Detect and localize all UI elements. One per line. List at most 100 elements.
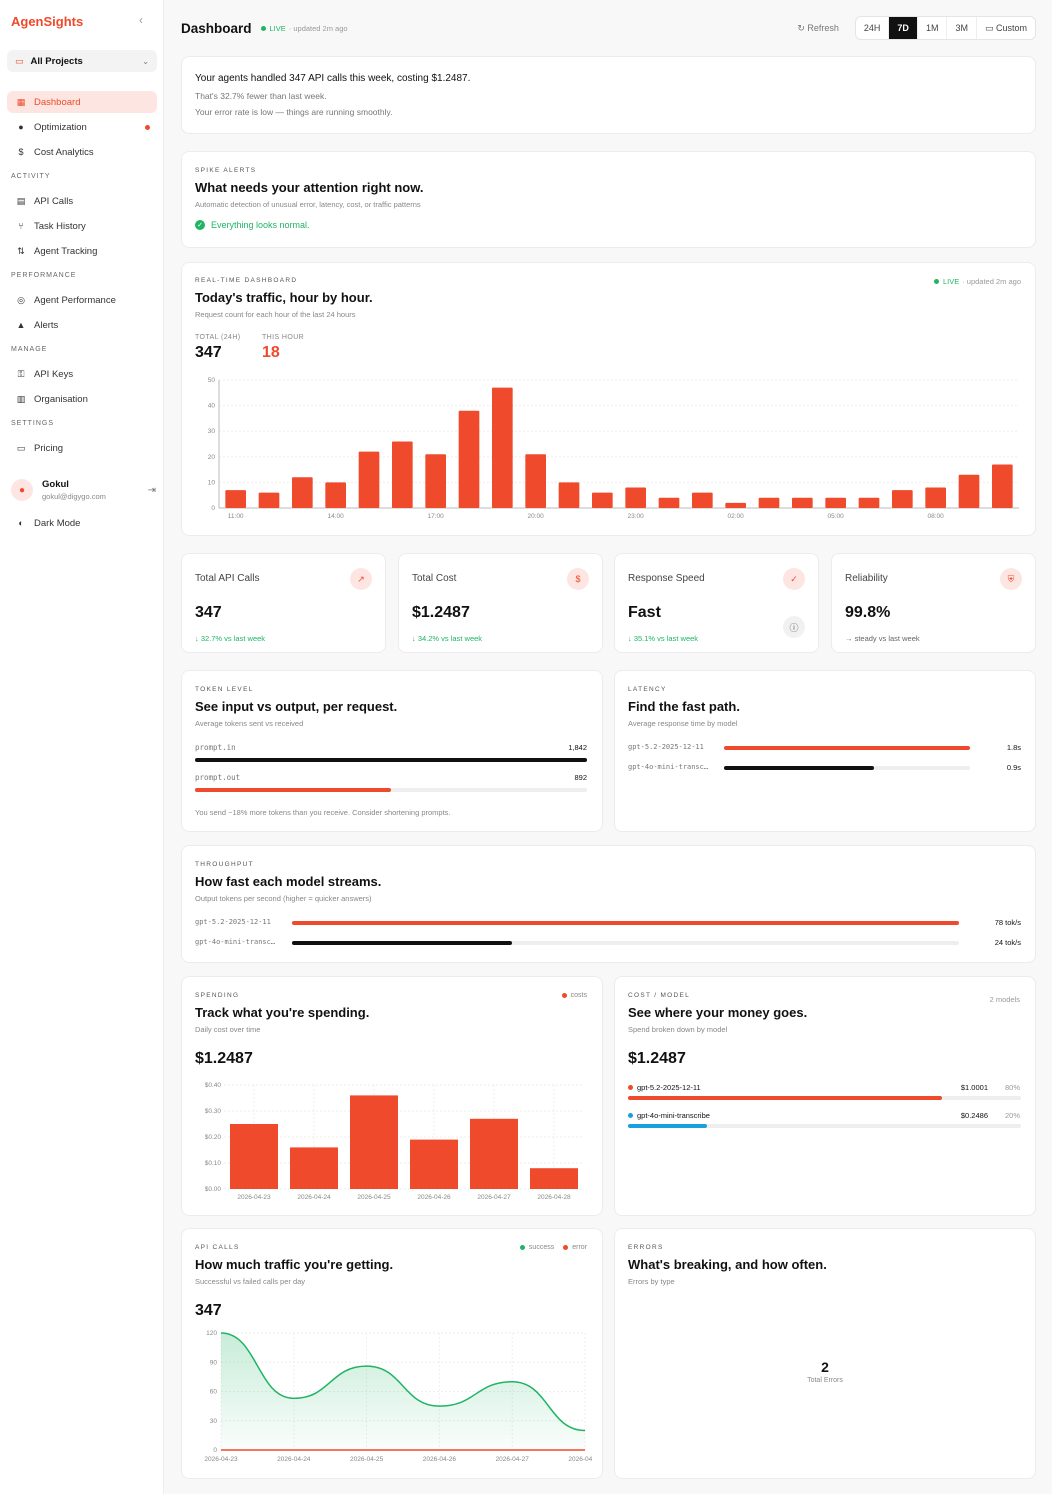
kpi-delta: ↓ 34.2% vs last week	[412, 634, 483, 643]
hour-value: 18	[262, 344, 280, 361]
y-tick-label: $0.10	[205, 1160, 222, 1167]
y-tick-label: 40	[208, 403, 216, 410]
dollar-icon: $	[18, 147, 24, 157]
tokens-title: See input vs output, per request.	[195, 699, 398, 714]
apicalls-eyebrow: API CALLS	[195, 1244, 240, 1251]
sidebar-item-task-history[interactable]: ⑂ Task History	[7, 215, 157, 237]
realtime-card: REAL-TIME DASHBOARD Today's traffic, hou…	[181, 262, 1036, 536]
realtime-hour: THIS HOUR 18	[262, 334, 304, 362]
collapse-sidebar-icon[interactable]: ‹	[139, 13, 143, 27]
y-tick-label: 60	[210, 1389, 218, 1396]
sidebar-item-cost-analytics[interactable]: $ Cost Analytics	[7, 141, 157, 163]
spending-legend: costs	[561, 992, 587, 999]
dollar-icon: $	[567, 568, 589, 590]
kpi-total-api-calls: Total API Calls 347 ↓ 32.7% vs last week…	[181, 553, 386, 653]
costmodel-eyebrow: COST / MODEL	[628, 992, 691, 999]
latency-subtitle: Average response time by model	[628, 719, 738, 728]
realtime-title: Today's traffic, hour by hour.	[195, 290, 373, 305]
x-tick-label: 23:00	[628, 513, 645, 520]
traffic-bar	[558, 482, 580, 508]
sidebar-item-optimization[interactable]: ● Optimization	[7, 116, 157, 138]
range-24h-button[interactable]: 24H	[856, 17, 890, 39]
sidebar-item-api-calls[interactable]: ▤ API Calls	[7, 190, 157, 212]
traffic-bar	[625, 487, 646, 508]
spike-title: What needs your attention right now.	[195, 180, 424, 195]
latency-title: Find the fast path.	[628, 699, 740, 714]
user-profile[interactable]: ● Gokul gokul@digygo.com ⇥	[11, 474, 156, 506]
kpi-label: Total API Calls	[195, 573, 260, 584]
live-label: LIVE	[269, 23, 286, 33]
sidebar-item-label: Agent Tracking	[34, 245, 98, 257]
sidebar-item-pricing[interactable]: ▭ Pricing	[7, 437, 157, 459]
token-bar-out	[195, 788, 391, 792]
throughput-eyebrow: THROUGHPUT	[195, 861, 254, 868]
logout-icon[interactable]: ⇥	[147, 484, 156, 496]
sidebar-item-label: Agent Performance	[34, 294, 116, 306]
traffic-bar	[225, 490, 246, 508]
cost-bar	[290, 1147, 338, 1189]
token-row-name: prompt.in	[195, 743, 236, 752]
sidebar-item-dashboard[interactable]: ▦ Dashboard	[7, 91, 157, 113]
summary-line-2: That's 32.7% fewer than last week.	[195, 91, 327, 101]
errors-subtitle: Errors by type	[628, 1277, 675, 1286]
kpi-value: $1.2487	[412, 604, 470, 621]
range-selector: 24H 7D 1M 3M ▭ Custom	[854, 16, 1036, 40]
range-custom-button[interactable]: ▭ Custom	[977, 17, 1035, 39]
range-1m-button[interactable]: 1M	[918, 17, 948, 39]
traffic-bar	[792, 497, 813, 508]
sidebar-item-agent-tracking[interactable]: ⇅ Agent Tracking	[7, 240, 157, 262]
x-tick-label: 2026-04-28	[537, 1194, 571, 1201]
x-tick-label: 2026-04-26	[423, 1456, 457, 1463]
errors-count: 2	[821, 1359, 829, 1375]
dark-mode-toggle[interactable]: ◐ Dark Mode	[7, 512, 157, 534]
kpi-delta: ↓ 32.7% vs last week	[195, 634, 266, 643]
throughput-row-value: 24 tok/s	[994, 938, 1021, 947]
range-3m-button[interactable]: 3M	[947, 17, 977, 39]
kpi-reliability: Reliability 99.8% → steady vs last week …	[831, 553, 1036, 653]
sidebar-item-label: Pricing	[34, 442, 64, 454]
kpi-value: 99.8%	[845, 604, 891, 621]
traffic-bar	[758, 497, 780, 508]
sidebar-item-label: Alerts	[34, 319, 59, 331]
legend-dot	[628, 1085, 633, 1090]
realtime-eyebrow: REAL-TIME DASHBOARD	[195, 277, 298, 284]
sidebar-item-agent-performance[interactable]: ◎ Agent Performance	[7, 289, 157, 311]
apicalls-legend: success error	[519, 1244, 587, 1251]
y-tick-label: 120	[206, 1330, 217, 1337]
spike-eyebrow: SPIKE ALERTS	[195, 167, 257, 174]
y-tick-label: 50	[208, 377, 216, 384]
refresh-button[interactable]: ↻ Refresh	[797, 23, 839, 34]
traffic-bar	[925, 487, 946, 508]
shield-icon: ⛨	[1000, 568, 1022, 590]
sidebar-item-api-keys[interactable]: ⚿ API Keys	[7, 363, 157, 385]
kpi-response-speed: Response Speed Fast ↓ 35.1% vs last week…	[614, 553, 819, 653]
hourly-traffic-chart: 0 10 20 30 40 50 11:00 14:00 17:00 20:00 23:00 02:0…	[208, 377, 1019, 520]
sidebar-item-alerts[interactable]: ▲ Alerts	[7, 314, 157, 336]
project-selector[interactable]: ▭ All Projects ⌄	[7, 50, 157, 72]
section-activity: ACTIVITY	[11, 173, 51, 180]
cost-bar	[530, 1168, 578, 1189]
sidebar-item-organisation[interactable]: ▥ Organisation	[7, 388, 157, 410]
success-series-line	[220, 1332, 586, 1432]
traffic-bar	[958, 474, 980, 508]
check-circle-icon: ✓	[195, 220, 205, 230]
sidebar-item-label: Dashboard	[34, 96, 81, 108]
y-tick-label: 0	[213, 1447, 217, 1454]
costmodel-bar	[628, 1124, 707, 1128]
info-icon[interactable]: ⓘ	[783, 616, 805, 638]
token-level-card: TOKEN LEVEL See input vs output, per req…	[181, 670, 603, 832]
latency-bar-track	[724, 746, 970, 750]
traffic-bar	[425, 454, 446, 508]
kpi-delta: ↓ 35.1% vs last week	[628, 634, 699, 643]
x-tick-label: 2026-04-25	[350, 1456, 384, 1463]
x-tick-label: 08:00	[928, 513, 945, 520]
traffic-bar	[858, 497, 880, 508]
brand-logo[interactable]: AgenSights	[11, 14, 84, 29]
x-tick-label: 17:00	[428, 513, 445, 520]
x-tick-label: 2026-04-25	[357, 1194, 391, 1201]
latency-row-name: gpt-5.2-2025-12-11	[628, 743, 704, 751]
spike-status-text: Everything looks normal.	[211, 220, 310, 230]
range-7d-button[interactable]: 7D	[889, 17, 918, 39]
traffic-bar	[358, 451, 380, 508]
summary-line-3: Your error rate is low — things are runn…	[195, 107, 393, 117]
